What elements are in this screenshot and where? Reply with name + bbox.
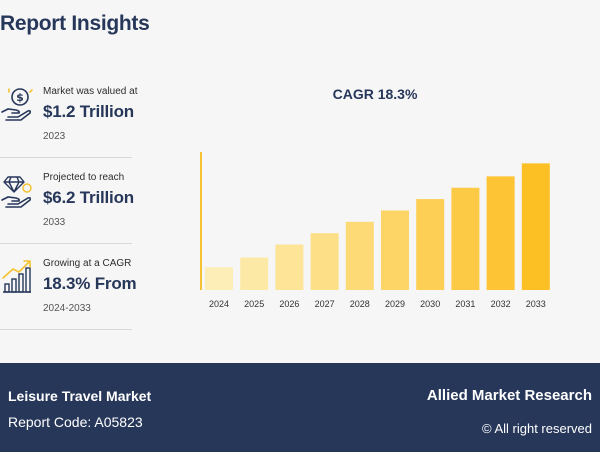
money-hand-icon: $ [1, 88, 33, 121]
x-tick-label: 2025 [244, 299, 264, 309]
footer: Leisure Travel Market Report Code: A0582… [0, 363, 600, 452]
diamond-hand-icon [1, 176, 32, 208]
bar-2029 [381, 210, 409, 290]
report-code: Report Code: A05823 [8, 414, 143, 430]
stat-projected-value: Projected to reach $6.2 Trillion 2033 [0, 158, 134, 244]
x-tick-label: 2028 [350, 299, 370, 309]
stat-year: 2033 [43, 217, 66, 228]
page-title: Report Insights [0, 12, 150, 35]
bar-2026 [275, 244, 304, 290]
stat-value: $1.2 Trillion [43, 102, 134, 121]
x-tick-label: 2032 [491, 299, 511, 309]
stat-value: $6.2 Trillion [43, 188, 134, 207]
bar-2031 [451, 187, 480, 290]
bar-2025 [240, 257, 269, 290]
x-tick-label: 2024 [209, 299, 229, 309]
bar-2033 [521, 163, 550, 290]
stat-label: Market was valued at [43, 86, 138, 97]
stats-panel: $ Market was valued at $1.2 Trillion 202… [0, 72, 138, 330]
stat-value: 18.3% From [43, 274, 137, 293]
brand-name: Allied Market Research [426, 387, 592, 404]
x-tick-label: 2033 [526, 299, 546, 309]
x-tick-label: 2029 [385, 299, 405, 309]
x-tick-labels: 2024 2025 2026 2027 2028 2029 2030 2031 2032 2033 [209, 299, 546, 309]
x-tick-label: 2027 [315, 299, 335, 309]
market-name: Leisure Travel Market [8, 388, 152, 404]
stat-label: Projected to reach [43, 172, 125, 183]
svg-text:$: $ [16, 91, 24, 104]
stat-market-value: $ Market was valued at $1.2 Trillion 202… [0, 72, 138, 158]
bar-group [205, 163, 550, 290]
stat-cagr: Growing at a CAGR 18.3% From 2024-2033 [0, 244, 137, 330]
bar-2024 [205, 267, 233, 290]
x-tick-label: 2031 [455, 299, 475, 309]
chart-title: CAGR 18.3% [332, 86, 418, 102]
x-tick-label: 2026 [279, 299, 299, 309]
bar-chart: 2024 2025 2026 2027 2028 2029 2030 2031 2032 2033 [200, 152, 550, 309]
bar-2032 [486, 176, 515, 290]
bar-2027 [310, 233, 339, 290]
stat-label: Growing at a CAGR [43, 258, 132, 269]
stat-year: 2023 [43, 131, 66, 142]
stat-year: 2024-2033 [43, 303, 91, 314]
x-tick-label: 2030 [420, 299, 440, 309]
copyright-text: © All right reserved [481, 421, 592, 436]
bar-2030 [416, 199, 445, 290]
bar-2028 [345, 221, 374, 290]
growth-chart-icon [2, 260, 31, 293]
